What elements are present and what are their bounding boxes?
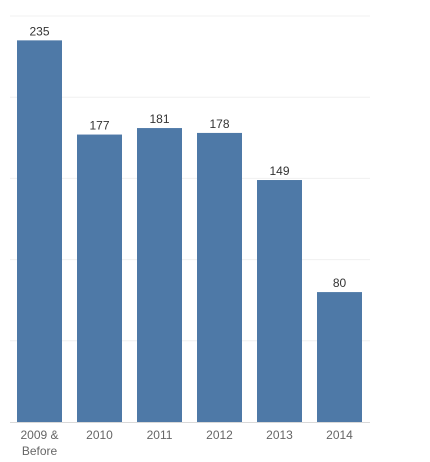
bar (137, 128, 182, 422)
x-tick-label: 2011 (147, 428, 173, 442)
x-tick-label: Before (22, 444, 58, 458)
data-label: 178 (209, 117, 229, 131)
x-tick-label: 2014 (326, 428, 353, 442)
x-axis-ticks: 2009 & Before 2010 2011 2012 2013 2014 (20, 428, 353, 458)
bar (197, 132, 242, 423)
x-tick-label: 2009 & (20, 428, 58, 442)
data-label: 149 (269, 164, 289, 178)
data-label: 235 (29, 24, 49, 38)
x-tick-label: 2010 (86, 428, 113, 442)
x-tick-label: 2012 (206, 428, 233, 442)
data-label: 177 (89, 119, 109, 133)
data-label: 181 (149, 112, 169, 126)
bars (17, 40, 362, 423)
x-tick-label: 2013 (266, 428, 293, 442)
bar (317, 292, 362, 422)
gridlines (10, 15, 370, 423)
bar (17, 40, 62, 423)
bar (77, 134, 122, 422)
data-labels: 235 177 181 178 149 80 (29, 24, 346, 290)
data-label: 80 (333, 276, 347, 290)
bar (257, 180, 302, 422)
